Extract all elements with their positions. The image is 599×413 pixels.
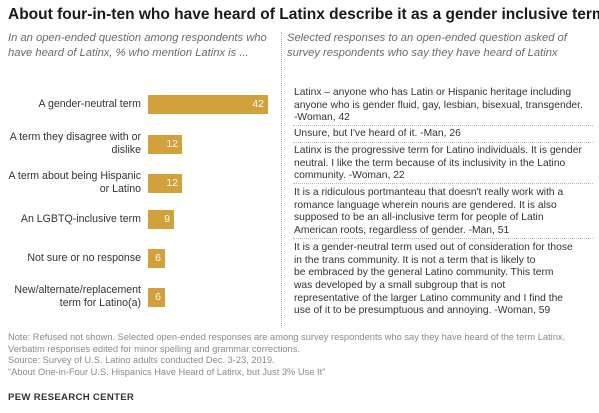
source-text: Source: Survey of U.S. Latino adults con… xyxy=(8,355,275,365)
bar-value-label: 6 xyxy=(155,251,161,264)
quote-line: Latinx is the progressive term for Latin… xyxy=(294,145,582,156)
column-divider xyxy=(281,32,282,328)
bar-category-label-line: dislike xyxy=(111,144,141,156)
bar-category-label-line: A term they disagree with or xyxy=(9,131,141,143)
bar-category-label: Not sure or no response xyxy=(0,252,141,265)
quote-divider xyxy=(293,238,593,239)
quote-line: anyone who is gender fluid, gay, lesbian… xyxy=(294,99,583,111)
quote-line: be embraced by the general Latino commun… xyxy=(294,267,554,279)
bar xyxy=(148,209,174,229)
quote-line: Latinx – anyone who has Latin or Hispani… xyxy=(294,87,572,98)
bar-category-label-line: A term about being Hispanic xyxy=(8,170,142,182)
bar-category-label-line: term for Latino(a) xyxy=(59,297,141,309)
chart-title: About four-in-ten who have heard of Lati… xyxy=(8,6,599,23)
quote-line: It is a gender-neutral term used out of … xyxy=(294,242,573,253)
bar-category-label: New/alternate/replacement term for Latino… xyxy=(0,284,141,310)
quote-block: Unsure, but I've heard of it. -Man, 26 xyxy=(294,128,596,141)
quote-line: It is a ridiculous portmanteau that does… xyxy=(294,187,564,198)
quote-divider xyxy=(293,125,593,126)
quote-block: It is a gender-neutral term used out of … xyxy=(294,242,596,318)
bar-category-label: An LGBTQ-inclusive term xyxy=(0,213,141,226)
quote-line: community. -Woman, 22 xyxy=(294,170,405,182)
right-subtitle: Selected responses to an open-ended ques… xyxy=(287,32,567,59)
bar xyxy=(148,134,182,154)
report-title: “About One-in-Four U.S. Hispanics Have H… xyxy=(8,366,326,377)
bar-category-label: A term they disagree with or dislike xyxy=(0,131,141,157)
bar-category-label-line: Not sure or no response xyxy=(27,251,141,264)
bar-value-label: 12 xyxy=(166,176,178,189)
quote-line: use of it to be presumptuous and annoyin… xyxy=(294,305,551,317)
bar-value-label: 42 xyxy=(252,97,264,110)
bar xyxy=(148,287,165,307)
bar xyxy=(148,94,268,114)
bar-category-label-line: or Latino xyxy=(99,183,141,195)
bar xyxy=(148,248,165,268)
bar-category-label-line: A gender-neutral term xyxy=(38,97,141,110)
quote-line: Unsure, but I've heard of it. -Man, 26 xyxy=(294,128,461,139)
quote-block: Latinx – anyone who has Latin or Hispani… xyxy=(294,87,596,125)
bar-category-label: A term about being Hispanic or Latino xyxy=(0,170,142,196)
quote-block: It is a ridiculous portmanteau that does… xyxy=(294,187,596,238)
note-text-2: Verbatim responses edited for minor spel… xyxy=(8,343,300,354)
bar-value-label: 9 xyxy=(164,212,170,225)
quote-line: representative of the larger Latino comm… xyxy=(294,292,564,304)
left-subtitle: In an open-ended question among responde… xyxy=(8,32,267,59)
quote-line: in the trans community. It is not a term… xyxy=(294,254,536,266)
bar-category-label: A gender-neutral term xyxy=(0,98,141,111)
quote-divider xyxy=(293,142,593,143)
bar-value-label: 6 xyxy=(155,290,161,303)
bar-value-label: 12 xyxy=(166,137,178,150)
quote-line: was developed by a small subgroup that i… xyxy=(294,280,506,292)
bar-category-label-line: An LGBTQ-inclusive term xyxy=(20,212,141,225)
quote-block: Latinx is the progressive term for Latin… xyxy=(294,145,596,183)
quote-line: American roots, regardless of gender. -M… xyxy=(294,225,510,237)
bar xyxy=(148,173,182,193)
quote-line: romance language wherein nouns are gende… xyxy=(294,199,557,211)
quote-line: supposed to be an all-inclusive term for… xyxy=(294,212,544,224)
quote-divider xyxy=(293,183,593,184)
quote-line: neutral. I like the term because of its … xyxy=(294,157,566,169)
bar-category-label-line: New/alternate/replacement xyxy=(14,284,141,296)
brand-logo-text: PEW RESEARCH CENTER xyxy=(8,392,135,403)
quote-line: -Woman, 42 xyxy=(294,112,350,124)
note-text: Note: Refused not shown. Selected open-e… xyxy=(8,332,566,342)
